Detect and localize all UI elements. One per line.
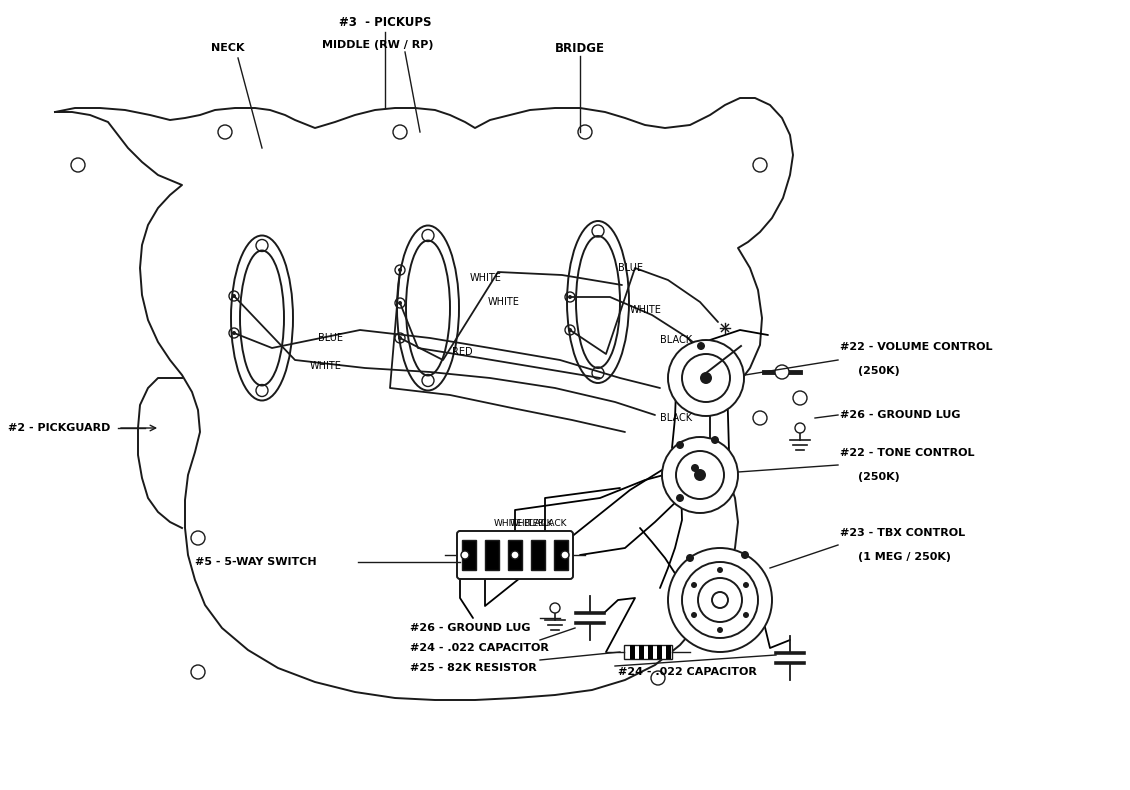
- Text: BRIDGE: BRIDGE: [555, 42, 605, 55]
- Text: (250K): (250K): [858, 366, 899, 376]
- Text: WHITE: WHITE: [470, 273, 502, 283]
- Circle shape: [461, 551, 469, 559]
- Bar: [485, 540, 499, 570]
- Circle shape: [398, 301, 402, 305]
- Text: NECK: NECK: [211, 43, 245, 53]
- Text: #23 - TBX CONTROL: #23 - TBX CONTROL: [840, 528, 965, 538]
- Circle shape: [698, 578, 742, 622]
- Text: BLACK: BLACK: [660, 413, 692, 423]
- Circle shape: [718, 627, 723, 633]
- Circle shape: [697, 342, 705, 350]
- Circle shape: [560, 551, 570, 559]
- Text: #2 - PICKGUARD: #2 - PICKGUARD: [8, 423, 111, 433]
- Text: (250K): (250K): [858, 472, 899, 482]
- Text: #5 - 5-WAY SWITCH: #5 - 5-WAY SWITCH: [195, 557, 316, 567]
- Circle shape: [668, 548, 772, 652]
- Circle shape: [398, 268, 402, 272]
- Bar: [657, 645, 662, 659]
- Text: BLUE: BLUE: [318, 333, 344, 343]
- Circle shape: [711, 436, 719, 444]
- Bar: [631, 645, 635, 659]
- Circle shape: [550, 603, 560, 613]
- Text: #22 - VOLUME CONTROL: #22 - VOLUME CONTROL: [840, 342, 992, 352]
- Text: BLUE: BLUE: [618, 263, 643, 273]
- Circle shape: [775, 365, 789, 379]
- Text: #26 - GROUND LUG: #26 - GROUND LUG: [840, 410, 960, 420]
- Circle shape: [668, 340, 744, 416]
- Bar: [624, 645, 672, 659]
- Bar: [666, 645, 671, 659]
- Circle shape: [662, 437, 738, 513]
- Text: WHITE: WHITE: [510, 519, 539, 528]
- Circle shape: [683, 562, 758, 638]
- Circle shape: [568, 328, 572, 332]
- Circle shape: [692, 464, 699, 472]
- Text: RED: RED: [452, 347, 472, 357]
- Text: WHITE: WHITE: [631, 305, 662, 315]
- Circle shape: [676, 451, 724, 499]
- Circle shape: [676, 494, 684, 502]
- Circle shape: [744, 582, 749, 588]
- Text: (1 MEG / 250K): (1 MEG / 250K): [858, 552, 951, 562]
- Circle shape: [793, 391, 807, 405]
- Circle shape: [694, 469, 706, 481]
- Bar: [462, 540, 476, 570]
- Bar: [554, 540, 568, 570]
- Text: #3  - PICKUPS: #3 - PICKUPS: [339, 16, 432, 28]
- Circle shape: [232, 331, 236, 335]
- Bar: [638, 645, 644, 659]
- Bar: [531, 540, 545, 570]
- Circle shape: [676, 441, 684, 449]
- Text: MIDDLE (RW / RP): MIDDLE (RW / RP): [322, 40, 434, 50]
- Text: #26 - GROUND LUG: #26 - GROUND LUG: [410, 623, 530, 633]
- Text: #22 - TONE CONTROL: #22 - TONE CONTROL: [840, 448, 974, 458]
- Text: WHITE: WHITE: [488, 297, 520, 307]
- Circle shape: [686, 554, 694, 562]
- Circle shape: [692, 612, 697, 618]
- Text: WHITE: WHITE: [310, 361, 342, 371]
- Circle shape: [712, 592, 728, 608]
- Text: #24 - .022 CAPACITOR: #24 - .022 CAPACITOR: [618, 667, 757, 677]
- Circle shape: [398, 336, 402, 340]
- Circle shape: [568, 295, 572, 299]
- Circle shape: [744, 612, 749, 618]
- Circle shape: [511, 551, 519, 559]
- Circle shape: [699, 372, 712, 384]
- Circle shape: [796, 423, 805, 433]
- Text: WHITE: WHITE: [494, 519, 522, 528]
- Bar: [647, 645, 653, 659]
- Circle shape: [718, 567, 723, 573]
- Circle shape: [692, 582, 697, 588]
- Text: #24 - .022 CAPACITOR: #24 - .022 CAPACITOR: [410, 643, 549, 653]
- Text: BLACK: BLACK: [537, 519, 567, 528]
- Circle shape: [232, 294, 236, 298]
- Text: #25 - 82K RESISTOR: #25 - 82K RESISTOR: [410, 663, 537, 673]
- Text: BLACK: BLACK: [660, 335, 692, 345]
- Circle shape: [683, 354, 730, 402]
- Circle shape: [741, 551, 749, 559]
- Bar: [508, 540, 522, 570]
- Text: BLACK: BLACK: [523, 519, 553, 528]
- FancyBboxPatch shape: [457, 531, 573, 579]
